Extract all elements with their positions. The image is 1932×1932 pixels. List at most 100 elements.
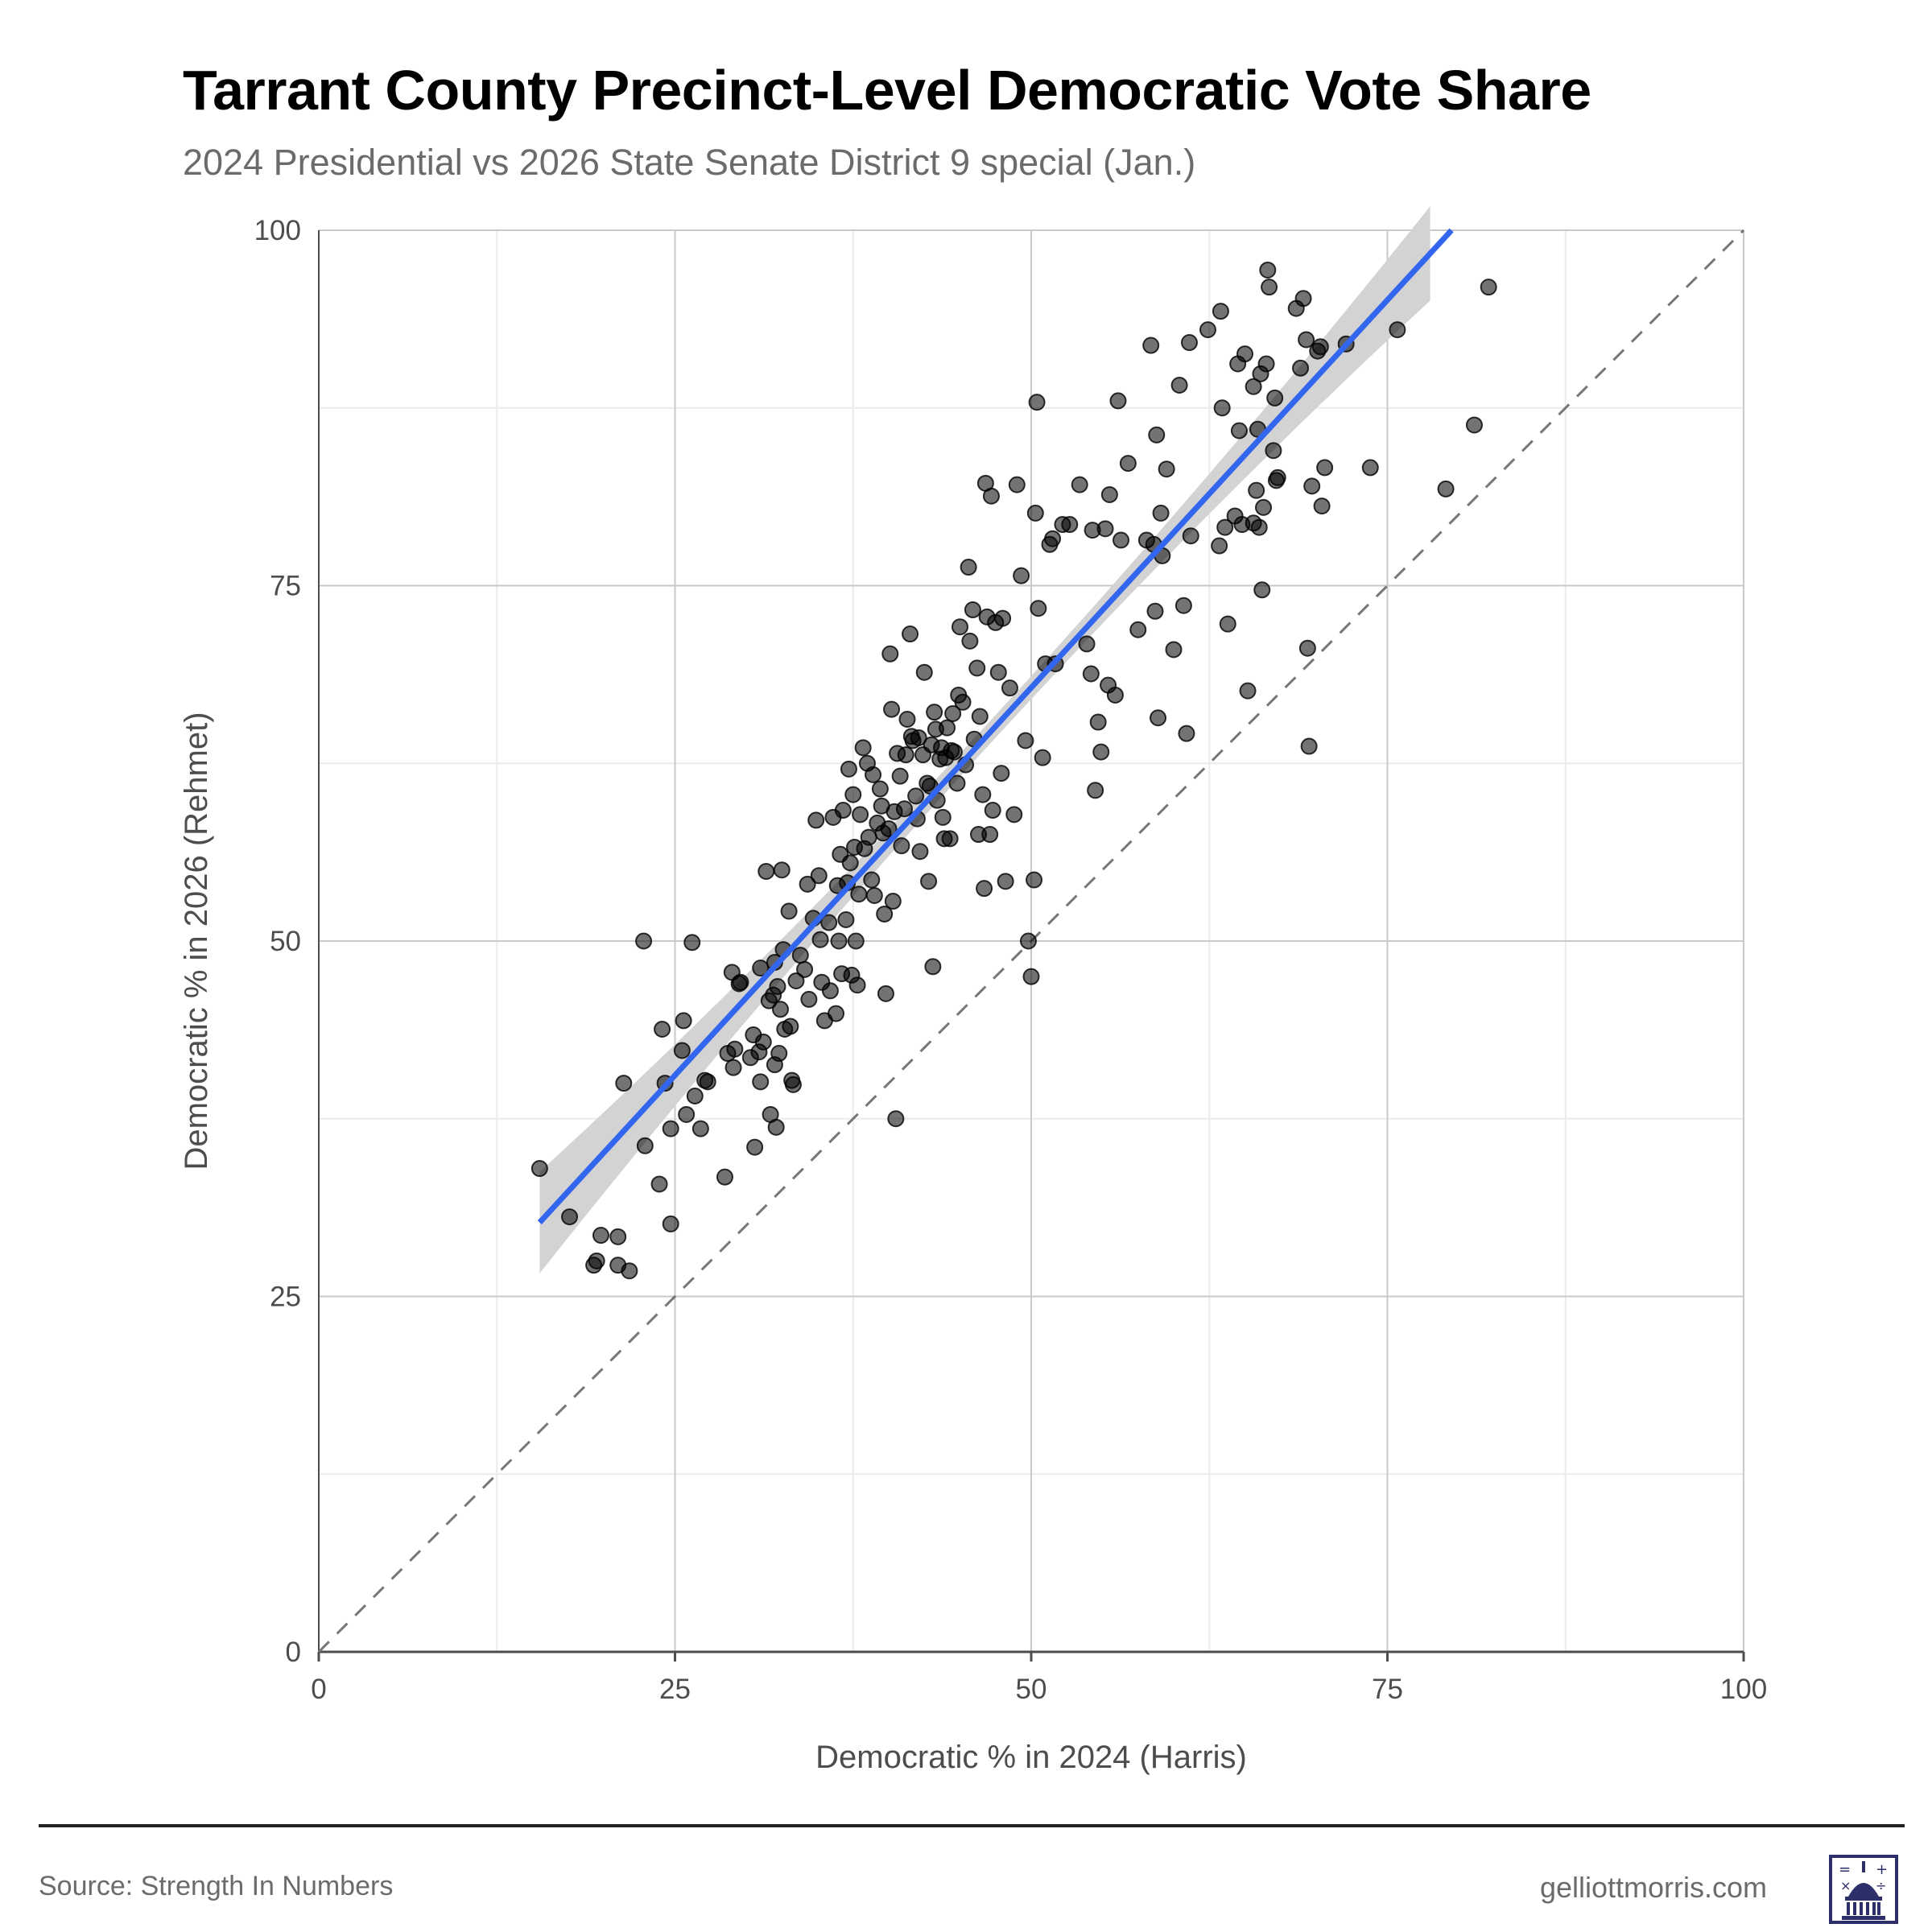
svg-text:+: + [1876, 1861, 1888, 1878]
data-point [561, 1208, 579, 1226]
data-point [1265, 442, 1282, 460]
data-point [1361, 459, 1379, 477]
data-point [971, 708, 989, 725]
data-point [732, 973, 749, 991]
source-note: Source: Strength In Numbers [39, 1871, 394, 1901]
data-point [830, 932, 848, 950]
data-points [530, 261, 1497, 1280]
data-point [1146, 602, 1164, 620]
data-point [934, 808, 952, 826]
data-point [716, 1168, 733, 1186]
data-point [662, 1120, 679, 1137]
data-point [1219, 615, 1236, 633]
data-point [673, 1042, 691, 1059]
data-point [1261, 279, 1278, 296]
data-point [840, 760, 857, 778]
data-point [780, 902, 798, 920]
data-point [782, 1018, 799, 1035]
svg-text:×: × [1840, 1878, 1851, 1893]
x-tick-label: 75 [1372, 1674, 1403, 1705]
data-point [994, 609, 1012, 627]
svg-text:=: = [1839, 1861, 1851, 1878]
data-point [897, 746, 914, 764]
capitol-dome-logo-icon: = + × ÷ [1829, 1855, 1898, 1924]
data-point [769, 978, 786, 996]
data-point [1480, 279, 1497, 296]
data-point [635, 932, 653, 950]
grid-major [319, 229, 1744, 1652]
data-point [871, 780, 889, 798]
data-point [724, 1059, 742, 1076]
data-point [860, 828, 877, 846]
data-point [1013, 567, 1030, 584]
data-point [1230, 422, 1248, 440]
data-point [807, 811, 825, 829]
chart-subtitle: 2024 Presidential vs 2026 State Senate D… [183, 142, 1196, 183]
data-point [1174, 597, 1192, 614]
data-point [1158, 460, 1175, 478]
svg-text:÷: ÷ [1876, 1878, 1886, 1893]
data-point [1212, 303, 1229, 320]
data-point [834, 802, 852, 819]
site-credit: gelliottmorris.com [1539, 1871, 1767, 1904]
data-point [1178, 724, 1195, 742]
data-point [1034, 749, 1051, 766]
data-point [787, 972, 805, 989]
data-point [678, 1105, 696, 1123]
data-point [799, 875, 816, 893]
data-point [796, 960, 814, 978]
data-point [1082, 665, 1100, 683]
data-point [902, 625, 919, 643]
data-point [1113, 531, 1130, 549]
y-tick-labels: 0 25 50 75 100 [254, 215, 301, 1668]
data-point [952, 618, 968, 636]
data-point [1216, 518, 1234, 536]
y-tick-label: 50 [270, 926, 301, 957]
y-tick-label: 25 [270, 1282, 301, 1313]
data-point [771, 1001, 789, 1018]
data-point [1005, 806, 1023, 824]
data-point [848, 976, 866, 994]
data-point [726, 1040, 744, 1058]
data-point [675, 1012, 692, 1030]
data-point [910, 729, 927, 746]
x-tick-label: 25 [659, 1674, 691, 1705]
data-point [767, 1118, 785, 1136]
x-tick-label: 50 [1016, 1674, 1047, 1705]
data-point [1022, 968, 1040, 985]
data-point [1096, 520, 1114, 538]
data-point [876, 905, 894, 923]
data-point [898, 711, 916, 729]
data-point [844, 786, 862, 803]
data-point [1061, 516, 1079, 534]
data-point [621, 1262, 638, 1280]
data-point [1213, 399, 1231, 417]
data-point [1298, 639, 1316, 657]
data-point [984, 802, 1001, 819]
data-point [907, 787, 925, 805]
data-point [1300, 737, 1318, 755]
data-point [954, 693, 972, 711]
data-point [1109, 392, 1127, 410]
data-point [1298, 331, 1315, 349]
data-point [881, 645, 899, 663]
data-point [1255, 498, 1273, 516]
data-point [752, 1073, 770, 1091]
data-point [683, 934, 701, 952]
data-point [828, 1005, 845, 1022]
data-point [1199, 321, 1216, 339]
data-point [770, 1045, 788, 1063]
data-point [944, 704, 962, 722]
data-point [1019, 932, 1037, 950]
data-point [1148, 426, 1166, 444]
data-point [752, 960, 770, 977]
data-point [1294, 290, 1312, 308]
data-point [1008, 476, 1026, 493]
data-point [1092, 743, 1110, 761]
data-point [1311, 338, 1329, 356]
data-point [895, 800, 913, 818]
data-point [1078, 635, 1096, 653]
data-point [1017, 732, 1034, 749]
data-point [976, 880, 993, 898]
